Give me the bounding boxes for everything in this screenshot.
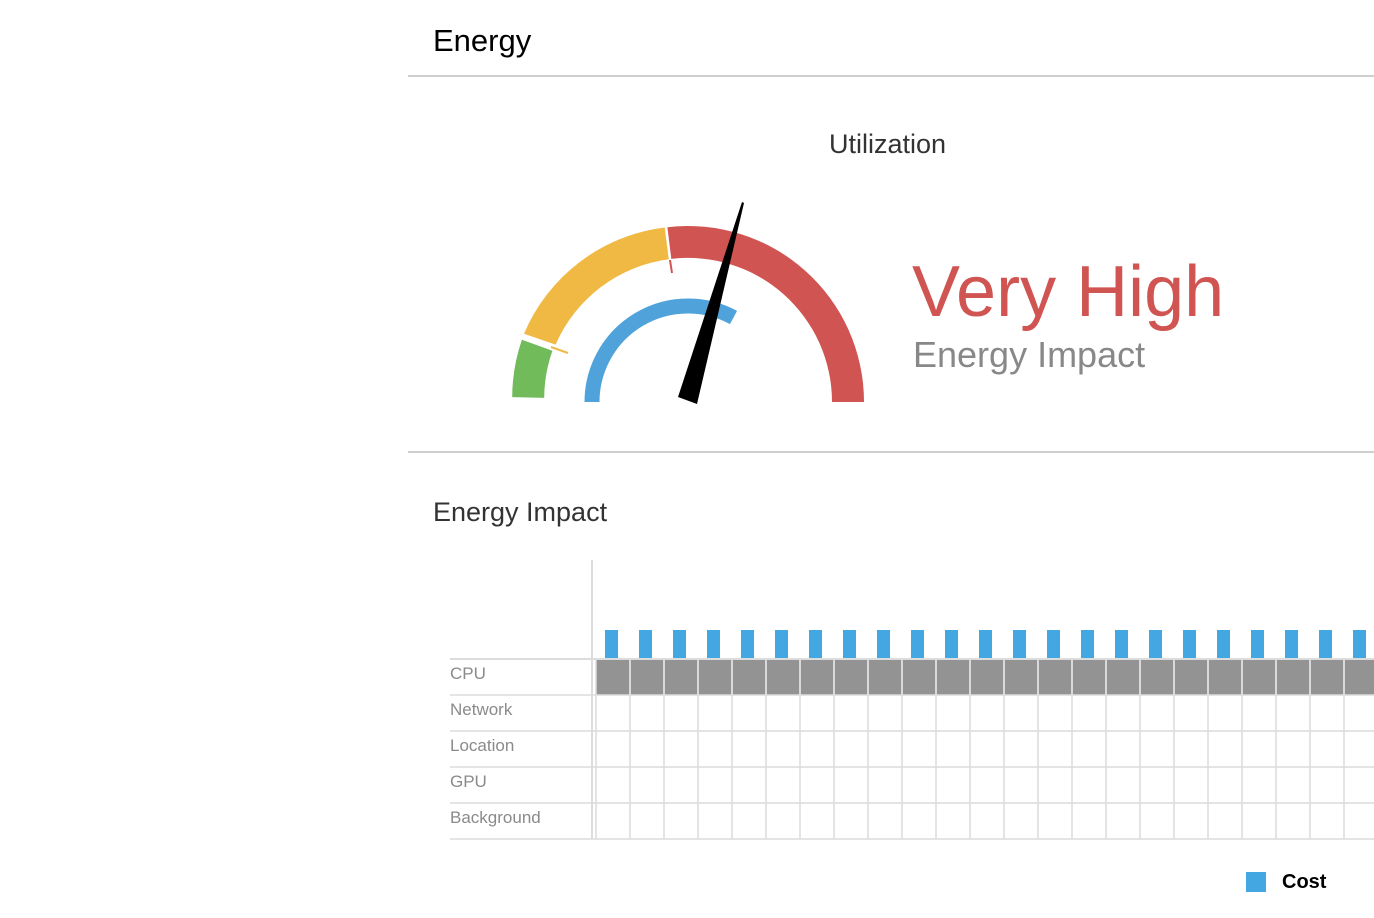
utilization-level: Very High	[912, 252, 1225, 332]
cost-bar	[1047, 630, 1060, 658]
cost-bar	[707, 630, 720, 658]
cost-bar	[1115, 630, 1128, 658]
impact-title: Energy Impact	[433, 497, 608, 527]
cost-bar	[809, 630, 822, 658]
cost-bar	[1149, 630, 1162, 658]
row-label-background: Background	[450, 808, 541, 827]
energy-impact-grid	[450, 560, 1374, 840]
utilization-title: Utilization	[829, 129, 947, 159]
section-divider	[408, 451, 1374, 453]
utilization-subtitle: Energy Impact	[913, 334, 1146, 375]
cost-bar	[1285, 630, 1298, 658]
cost-bar	[639, 630, 652, 658]
cpu-activity-band	[596, 660, 1374, 695]
gauge-tick	[550, 346, 569, 354]
cost-bar	[1319, 630, 1332, 658]
cost-bar	[1251, 630, 1264, 658]
gauge-needle	[678, 202, 744, 404]
legend-swatch	[1246, 872, 1266, 892]
gauge-segment-high	[667, 225, 864, 402]
cost-bar	[1183, 630, 1196, 658]
cost-bar	[843, 630, 856, 658]
header-divider	[408, 75, 1374, 77]
row-label-network: Network	[450, 700, 513, 719]
cost-bar	[741, 630, 754, 658]
cost-bar	[1013, 630, 1026, 658]
row-label-location: Location	[450, 736, 515, 755]
cost-bar	[1353, 630, 1366, 658]
cost-bar	[911, 630, 924, 658]
gauge-tick	[669, 259, 673, 274]
cost-bar	[979, 630, 992, 658]
cost-bar	[1081, 630, 1094, 658]
cost-bar	[945, 630, 958, 658]
cost-bar	[673, 630, 686, 658]
cost-bar	[775, 630, 788, 658]
legend-label: Cost	[1282, 871, 1327, 893]
gauge-segment-medium	[524, 227, 669, 345]
energy-gauge	[512, 202, 864, 404]
cost-bar	[1217, 630, 1230, 658]
row-label-gpu: GPU	[450, 772, 487, 791]
row-label-cpu: CPU	[450, 664, 486, 683]
cost-bar	[605, 630, 618, 658]
cost-bar	[877, 630, 890, 658]
section-title: Energy	[433, 23, 532, 58]
gauge-segment-low	[512, 339, 553, 398]
